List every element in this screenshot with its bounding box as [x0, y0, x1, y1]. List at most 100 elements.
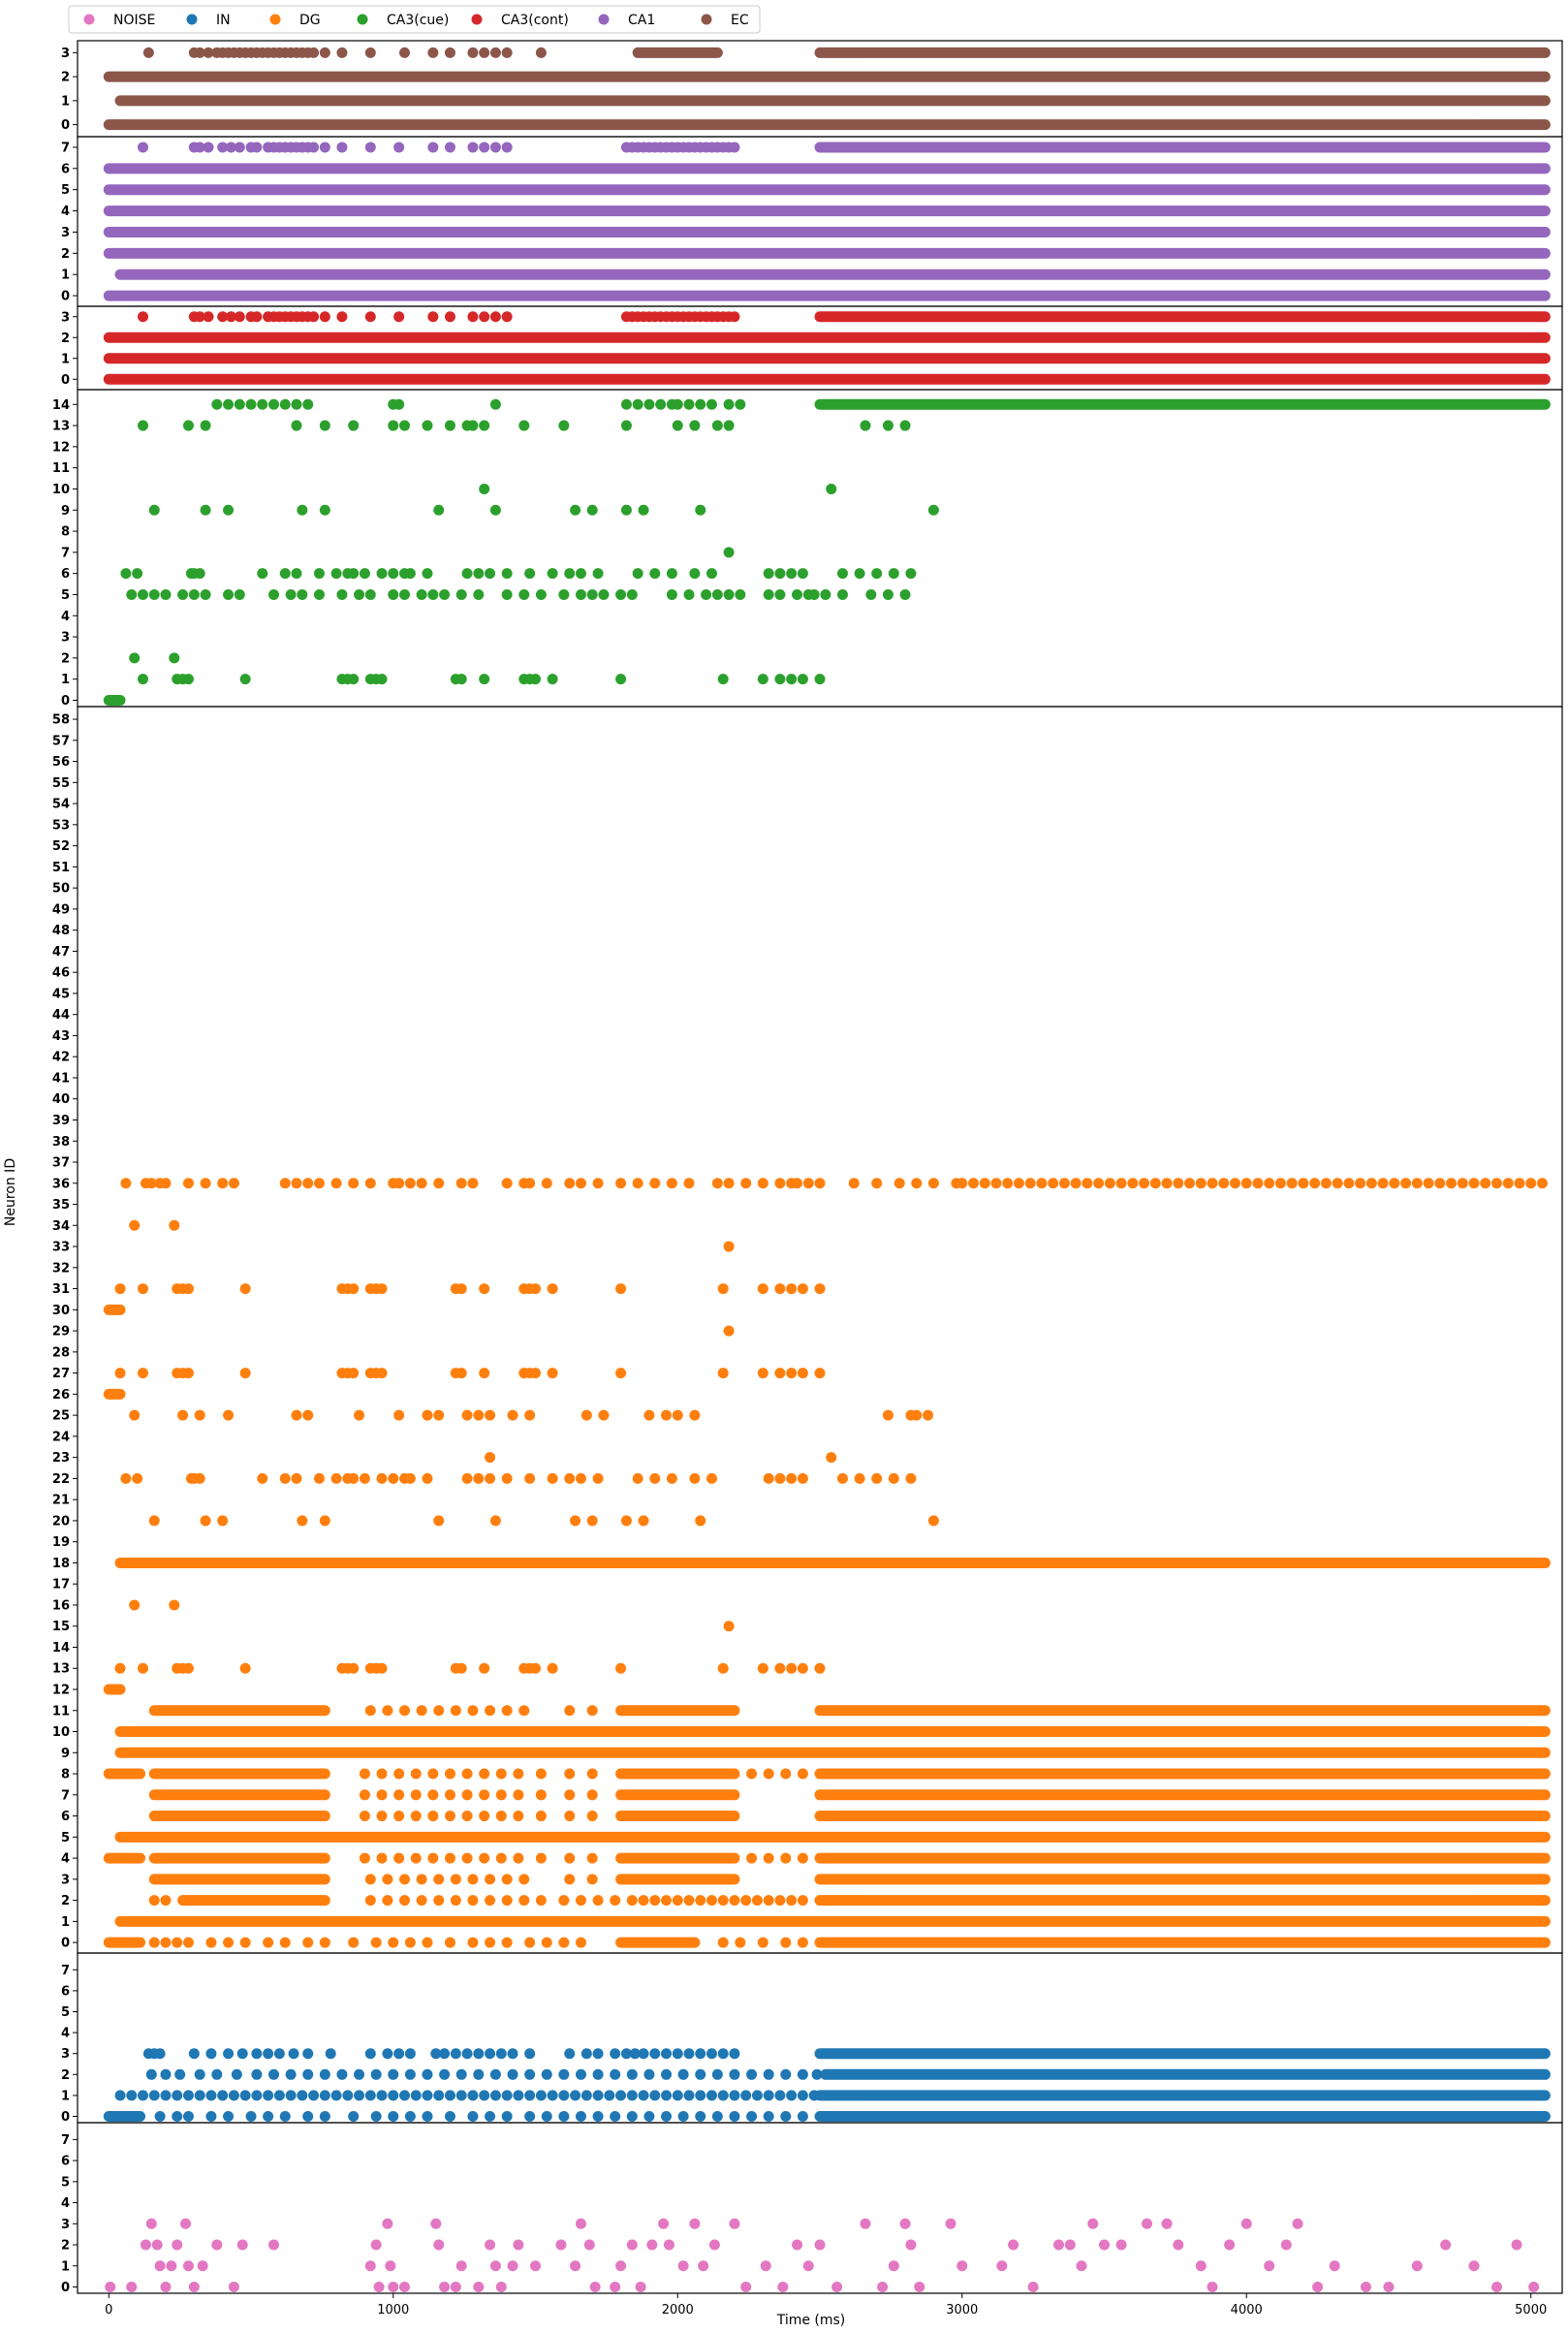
spike-burst — [814, 47, 1551, 58]
spike-point — [1514, 1178, 1525, 1189]
spike-point — [530, 1662, 542, 1674]
spike-point — [285, 588, 297, 600]
y-tick-label-in-5: 5 — [61, 2005, 70, 2020]
spike-point — [473, 2048, 485, 2060]
spike-point — [444, 1852, 455, 1864]
spike-point — [774, 568, 786, 580]
spike-point — [336, 311, 348, 323]
y-tick-label-ca1-7: 7 — [61, 141, 70, 155]
spike-point — [575, 1937, 586, 1948]
spike-point — [461, 1472, 473, 1484]
spike-point — [894, 1178, 905, 1189]
spike-point — [489, 504, 501, 516]
spike-point — [313, 1472, 325, 1484]
spike-point — [1224, 2239, 1236, 2251]
spike-point — [1446, 1178, 1458, 1189]
y-tick-label-ca3-cue-1: 1 — [61, 673, 70, 687]
y-tick-label-dg-26: 26 — [52, 1388, 70, 1403]
spike-point — [1332, 1178, 1343, 1189]
spike-point — [1511, 2239, 1522, 2251]
spike-point — [273, 2048, 285, 2060]
y-tick-label-dg-8: 8 — [61, 1768, 70, 1782]
spike-point — [194, 311, 205, 323]
spike-point — [530, 2260, 542, 2272]
spike-point — [455, 2090, 467, 2101]
spike-point — [672, 1895, 683, 1907]
y-tick-label-dg-41: 41 — [52, 1071, 70, 1086]
spike-point — [364, 1874, 376, 1885]
spike-burst — [814, 1937, 1551, 1948]
spike-point — [586, 1789, 598, 1801]
spike-point — [455, 1662, 467, 1674]
spike-point — [1536, 1178, 1548, 1189]
y-tick-label-dg-3: 3 — [61, 1873, 70, 1887]
spike-point — [1013, 1178, 1024, 1189]
spike-point — [763, 2090, 774, 2101]
spike-point — [120, 1178, 132, 1189]
y-tick-label-ca3-cont-3: 3 — [61, 310, 70, 325]
spike-point — [330, 2090, 342, 2101]
spike-point — [467, 2090, 479, 2101]
spike-point — [792, 588, 803, 600]
panel-in: 0 1 2 3 4 5 6 7 — [61, 1952, 1563, 2125]
series-ca3-cue-spikes — [103, 398, 1551, 706]
spike-point — [626, 2090, 638, 2101]
spike-point — [239, 1937, 251, 1948]
spike-point — [990, 1178, 1002, 1189]
spike-point — [151, 2239, 163, 2251]
y-tick-label-noise-2: 2 — [61, 2239, 70, 2254]
spike-point — [180, 2218, 192, 2229]
spike-point — [547, 1662, 558, 1674]
spike-burst — [814, 2090, 1551, 2101]
spike-point — [564, 1852, 576, 1864]
spike-point — [393, 1409, 405, 1421]
spike-point — [729, 1895, 740, 1907]
spike-point — [145, 1178, 157, 1189]
spike-point — [666, 588, 677, 600]
legend-label-noise: NOISE — [113, 13, 155, 28]
spike-point — [393, 398, 405, 410]
spike-point — [485, 2239, 496, 2251]
spike-point — [729, 142, 740, 153]
spike-point — [348, 1472, 360, 1484]
spike-point — [404, 2048, 416, 2060]
x-axis-label: Time (ms) — [776, 2313, 846, 2328]
spike-point — [811, 2068, 823, 2080]
spike-point — [663, 2239, 674, 2251]
spike-point — [461, 2048, 473, 2060]
y-tick-label-dg-22: 22 — [52, 1472, 70, 1487]
spike-point — [479, 674, 490, 685]
spike-point — [200, 588, 211, 600]
spike-point — [558, 420, 570, 431]
y-tick-label-in-2: 2 — [61, 2068, 70, 2083]
spike-point — [763, 588, 774, 600]
spike-point — [797, 2090, 808, 2101]
spike-point — [399, 2281, 411, 2292]
spike-point — [495, 2048, 507, 2060]
spike-point — [370, 1937, 382, 1948]
spike-point — [763, 568, 774, 580]
spike-point — [319, 504, 330, 516]
spike-point — [638, 2048, 649, 2060]
y-tick-label-noise-6: 6 — [61, 2155, 70, 2169]
y-tick-label-dg-31: 31 — [52, 1282, 70, 1297]
spike-point — [661, 2090, 673, 2101]
spike-point — [535, 1895, 547, 1907]
spike-burst — [615, 1705, 740, 1717]
y-tick-label-ca3-cue-8: 8 — [61, 525, 70, 540]
spike-point — [217, 311, 229, 323]
spike-point — [325, 2048, 336, 2060]
spike-point — [524, 1937, 536, 1948]
spike-point — [461, 1852, 473, 1864]
spike-point — [513, 1768, 524, 1780]
spike-point — [364, 588, 376, 600]
spike-point — [308, 47, 320, 58]
spike-point — [132, 568, 143, 580]
series-dg-spikes — [103, 1178, 1551, 1948]
spike-point — [1207, 2281, 1218, 2292]
spike-point — [489, 1515, 501, 1527]
legend-frame — [68, 5, 761, 34]
spike-point — [479, 1768, 490, 1780]
spike-point — [507, 1409, 518, 1421]
spike-point — [610, 2281, 621, 2292]
